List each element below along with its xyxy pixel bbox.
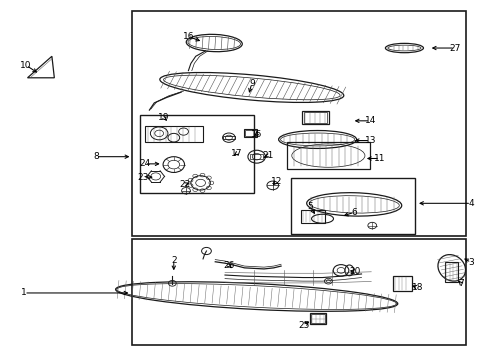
Text: 3: 3 xyxy=(468,258,473,267)
Text: 11: 11 xyxy=(373,154,385,163)
Text: 13: 13 xyxy=(364,136,375,145)
Text: 12: 12 xyxy=(270,177,281,186)
Text: 24: 24 xyxy=(139,159,150,168)
Bar xyxy=(392,276,411,291)
Text: 18: 18 xyxy=(411,283,423,292)
Text: 6: 6 xyxy=(350,208,356,217)
Text: 23: 23 xyxy=(137,173,148,182)
Text: 7: 7 xyxy=(458,279,464,288)
Text: 20: 20 xyxy=(348,267,360,276)
Text: 14: 14 xyxy=(364,116,375,125)
Text: 26: 26 xyxy=(223,261,234,270)
Text: 8: 8 xyxy=(93,152,99,161)
Text: 17: 17 xyxy=(231,149,243,158)
Bar xyxy=(243,129,257,137)
Text: 22: 22 xyxy=(179,180,190,189)
Bar xyxy=(132,239,466,345)
Text: 25: 25 xyxy=(298,321,309,330)
Bar xyxy=(222,136,234,139)
Text: 27: 27 xyxy=(448,44,460,53)
Bar xyxy=(286,142,369,169)
Text: 10: 10 xyxy=(20,61,32,70)
Text: 4: 4 xyxy=(468,199,473,208)
Bar xyxy=(311,314,325,323)
Bar xyxy=(250,154,263,159)
Bar xyxy=(140,116,254,193)
Text: 19: 19 xyxy=(158,113,169,122)
Bar xyxy=(302,111,328,125)
Text: 5: 5 xyxy=(307,202,312,211)
Text: 1: 1 xyxy=(21,288,27,297)
Bar xyxy=(132,12,466,235)
Bar xyxy=(445,262,457,282)
Bar xyxy=(301,211,325,223)
Bar xyxy=(244,130,255,136)
Text: 16: 16 xyxy=(183,32,194,41)
Bar xyxy=(290,178,414,234)
Text: 15: 15 xyxy=(250,130,262,139)
Text: 21: 21 xyxy=(262,151,273,160)
Text: 9: 9 xyxy=(248,79,254,88)
Bar xyxy=(304,112,326,123)
Bar xyxy=(309,314,326,324)
Text: 2: 2 xyxy=(171,256,176,265)
